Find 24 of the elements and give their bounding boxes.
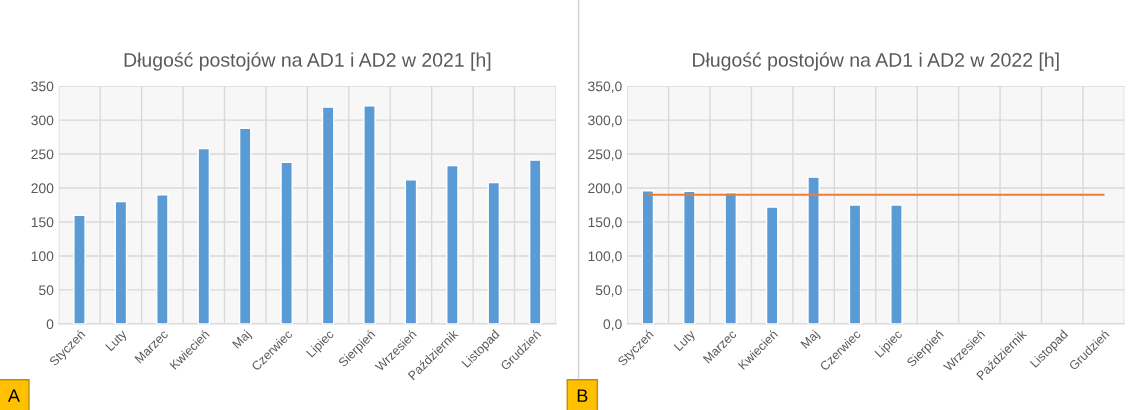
y-tick-label: 100 [31,251,54,262]
y-tick-label: 200,0 [588,183,622,195]
y-tick-label: 150,0 [588,217,622,229]
y-tick-label: 350,0 [588,81,622,93]
text: B [577,389,588,402]
y-tick-label: 200 [31,183,54,194]
y-tick-label: 250 [31,149,54,160]
y-tick-label: 100,0 [588,251,622,263]
y-tick-label: 150 [31,217,54,228]
y-tick-label: 0 [46,319,54,330]
chart-title: Długość postojów na AD1 i AD2 w 2022 [h] [693,52,1059,71]
text: A [7,389,20,402]
y-tick-label: 50,0 [595,285,622,297]
y-tick-label: 300,0 [588,115,622,127]
x-tick-label: Luty [105,329,130,353]
y-tick-label: 250,0 [588,149,622,161]
x-tick-label: Luty [673,329,698,353]
y-tick-label: 300 [31,115,54,126]
x-tick-label: Maj [800,329,822,351]
y-tick-label: 50 [39,285,54,296]
y-tick-label: 350 [31,81,54,92]
y-tick-label: 0,0 [603,319,622,331]
chart-title: Długość postojów na AD1 i AD2 w 2021 [h] [124,52,491,71]
x-tick-label: Maj [231,329,253,351]
